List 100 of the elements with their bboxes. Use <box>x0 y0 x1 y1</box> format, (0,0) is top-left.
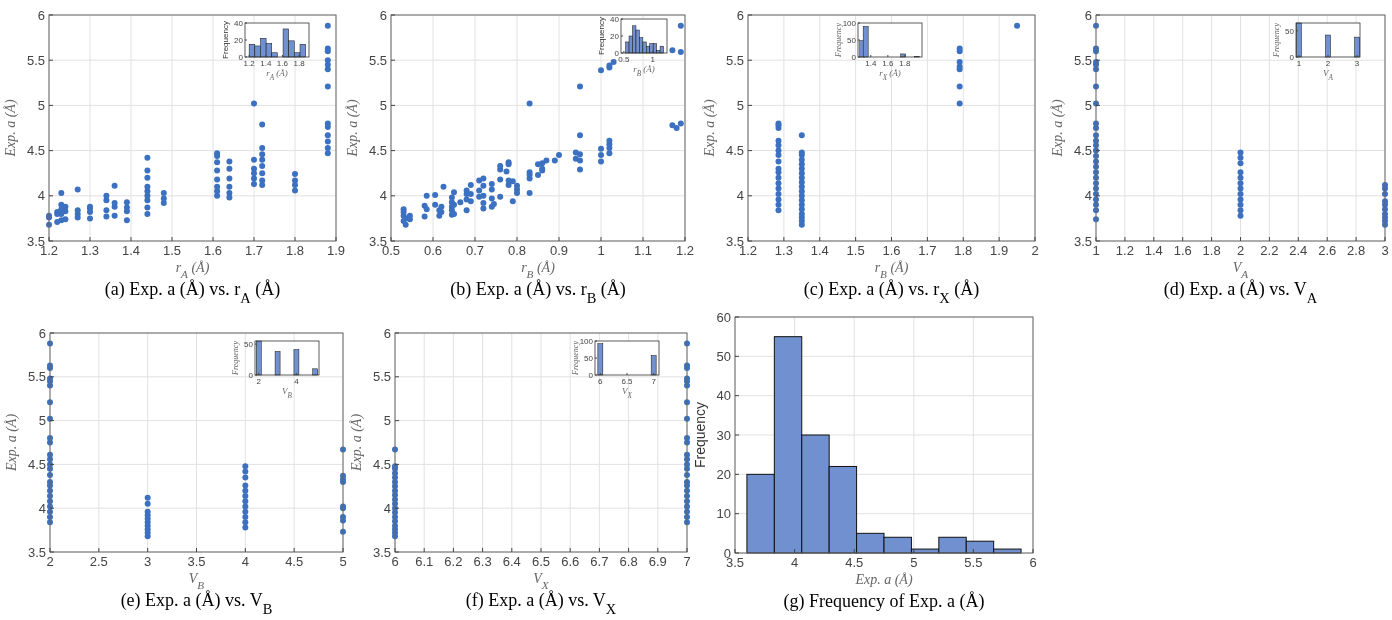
y-axis-title: Exp. a (Å) <box>1050 99 1066 158</box>
x-tick-label: 1.4 <box>121 243 141 258</box>
x-tick-label: 3 <box>1381 243 1389 258</box>
x-tick-label: 1.7 <box>918 243 937 258</box>
x-axis-title: Exp. a (Å) <box>854 572 913 588</box>
x-tick-label: 1.6 <box>1173 243 1192 258</box>
y-tick-label: 20 <box>716 466 731 482</box>
x-tick-label: 2.5 <box>89 554 108 569</box>
x-tick-label: 1.1 <box>633 243 653 258</box>
x-axis-title: r$_{B}$ (Å) <box>874 260 909 280</box>
y-tick-label: 30 <box>716 427 731 443</box>
x-tick-label: 1.3 <box>80 243 100 258</box>
x-tick-label: 4.5 <box>285 554 304 569</box>
y-tick-label: 50 <box>584 353 594 363</box>
x-tick-label: 0.5 <box>618 55 630 64</box>
y-tick-label: 50 <box>244 339 254 349</box>
x-tick-label: 1.3 <box>774 243 793 258</box>
y-tick-label: 40 <box>716 388 731 404</box>
x-tick-label: 1.6 <box>203 243 223 258</box>
x-tick-label: 3 <box>1354 59 1360 68</box>
x-tick-label: 1 <box>1092 243 1100 258</box>
x-tick-label: 6.7 <box>590 554 609 569</box>
x-tick-label: 1.2 <box>1115 243 1134 258</box>
y-tick-label: 4 <box>379 188 387 204</box>
y-tick-label: 4.5 <box>368 143 387 159</box>
x-tick-label: 1.4 <box>260 59 272 68</box>
x-tick-label: 2.8 <box>1347 243 1366 258</box>
y-tick-label: 6 <box>1084 7 1092 23</box>
x-tick-label: 1 <box>1296 59 1302 68</box>
x-tick-label: 2.2 <box>1260 243 1279 258</box>
x-tick-label: 6.4 <box>502 554 521 569</box>
x-tick-label: 1.5 <box>162 243 182 258</box>
x-axis-title: r$_{A}$ (Å) <box>175 260 210 280</box>
x-tick-label: 1 <box>597 243 605 258</box>
x-axis-title: V$_{X}$ <box>533 571 550 591</box>
x-tick-label: 6.1 <box>415 554 434 569</box>
x-axis-title: V$_{A}$ <box>1232 260 1249 280</box>
y-tick-label: 0 <box>248 370 254 380</box>
x-tick-label: 6.5 <box>621 377 634 386</box>
x-axis-title: r$_{B}$ (Å) <box>633 64 655 78</box>
x-tick-label: 1.9 <box>990 243 1009 258</box>
x-tick-label: 1.8 <box>285 243 305 258</box>
x-tick-label: 2 <box>1236 243 1245 258</box>
y-axis-title: Exp. a (Å) <box>4 413 20 473</box>
y-tick-label: 4.5 <box>26 143 45 159</box>
x-tick-label: 6.8 <box>619 554 638 569</box>
x-tick-label: 1.6 <box>882 59 894 68</box>
y-tick-label: 4.5 <box>1073 143 1092 159</box>
x-axis-title: r$_{A}$ (Å) <box>266 68 288 82</box>
text: (e) Exp. a (Å) vs. V$_{B}$ <box>120 590 273 617</box>
y-tick-label: 10 <box>716 506 731 522</box>
y-tick-label: 6 <box>383 325 391 341</box>
y-tick-label: 4.5 <box>725 143 744 159</box>
x-tick-label: 6 <box>1029 555 1037 570</box>
x-tick-label: 6.6 <box>561 554 580 569</box>
y-axis-title: Frequency <box>221 21 230 59</box>
y-axis-title: Exp. a (Å) <box>3 99 19 158</box>
y-tick-label: 4 <box>736 188 744 204</box>
x-tick-label: 1.8 <box>1202 243 1221 258</box>
text: (b) Exp. a (Å) vs. r$_{B}$ (Å) <box>450 279 626 306</box>
y-tick-label: 0 <box>588 370 594 380</box>
y-axis-title: Frequency <box>231 340 240 376</box>
y-tick-label: 5 <box>379 97 387 113</box>
x-tick-label: 3.5 <box>187 554 206 569</box>
y-tick-label: 4 <box>383 500 391 516</box>
x-tick-label: 2 <box>256 377 262 386</box>
x-axis-title: V$_{B}$ <box>188 571 205 591</box>
x-tick-label: 5 <box>910 555 918 570</box>
y-axis-title: Exp. a (Å) <box>349 413 365 473</box>
y-tick-label: 60 <box>716 309 731 325</box>
y-tick-label: 20 <box>610 31 620 41</box>
y-tick-label: 0 <box>238 52 244 62</box>
y-tick-label: 50 <box>847 35 857 45</box>
y-tick-label: 6 <box>736 7 744 23</box>
x-tick-label: 1.4 <box>810 243 829 258</box>
y-tick-label: 40 <box>234 18 244 28</box>
x-tick-label: 2 <box>46 554 54 569</box>
text: (g) Frequency of Exp. a (Å) <box>783 591 985 612</box>
x-tick-label: 6.5 <box>531 554 551 569</box>
x-tick-label: 0.8 <box>507 243 527 258</box>
y-axis-title: Frequency <box>597 17 606 55</box>
x-tick-label: 2 <box>1325 59 1331 68</box>
y-tick-label: 4.5 <box>27 456 46 472</box>
x-tick-label: 1.8 <box>899 59 912 68</box>
x-tick-label: 7 <box>683 554 691 569</box>
y-tick-label: 6 <box>379 7 387 23</box>
x-tick-label: 6.3 <box>473 554 492 569</box>
x-tick-label: 6.2 <box>444 554 463 569</box>
x-tick-label: 2.6 <box>1318 243 1337 258</box>
y-tick-label: 40 <box>610 14 620 24</box>
y-tick-label: 5 <box>38 413 46 429</box>
x-tick-label: 1.4 <box>1144 243 1163 258</box>
x-tick-label: 6.9 <box>648 554 667 569</box>
x-tick-label: 1.9 <box>326 243 346 258</box>
x-tick-label: 2.4 <box>1289 243 1308 258</box>
text: (d) Exp. a (Å) vs. V$_{A}$ <box>1163 279 1318 306</box>
x-tick-label: 3 <box>144 554 152 569</box>
x-tick-label: 4 <box>294 377 300 386</box>
y-tick-label: 0 <box>851 52 857 62</box>
y-tick-label: 4 <box>37 188 45 204</box>
